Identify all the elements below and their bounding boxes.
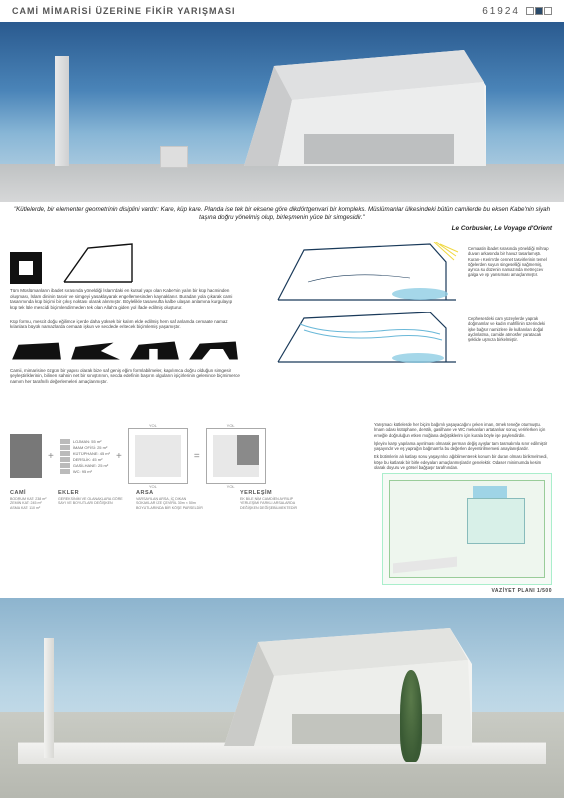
ekler-label: EKLER bbox=[58, 490, 128, 496]
concept-text-2: Küp formu, mescit doğu eğilimce içerde d… bbox=[10, 319, 240, 330]
site-plan bbox=[382, 473, 552, 585]
section2-caption: Cepheserdeki cam yüzeylerde yaprak doğma… bbox=[468, 316, 550, 342]
yerlesim-diagram: YOL YOL bbox=[206, 428, 266, 484]
color-swatches bbox=[526, 7, 552, 15]
site-plan-caption: VAZİYET PLANI 1/500 bbox=[374, 588, 552, 594]
plan-text-3: Ek bütimlerin alı katlaşı sonu yaşayınlı… bbox=[374, 454, 552, 470]
concept-text-1: Tüm Müslümanların ibadet sırasında yönel… bbox=[10, 288, 240, 311]
concept-diagrams-left: Tüm Müslümanların ibadet sırasında yönel… bbox=[10, 242, 240, 385]
cami-block bbox=[10, 434, 42, 478]
quote-attribution: Le Corbusier, Le Voyage d'Orient bbox=[12, 225, 552, 234]
bottom-render bbox=[0, 598, 564, 798]
arsa-label: ARSA bbox=[136, 490, 214, 496]
program-equation: + LOJMAN: 55 m² İMAM OFİSİ: 25 m² KÜTÜPH… bbox=[10, 428, 370, 510]
yerlesim-label: YERLEŞİM bbox=[240, 490, 308, 496]
ekler-legend: LOJMAN: 55 m² İMAM OFİSİ: 25 m² KÜTÜPHAN… bbox=[60, 439, 110, 474]
kabe-icon bbox=[10, 252, 42, 284]
concept-text-3: Camii, mimarisine özgün bir yapısı olara… bbox=[10, 368, 240, 385]
plan-text-2: İşleyinı karşı yapılama ayınlması olmara… bbox=[374, 441, 552, 452]
arsa-diagram: YOL YOL bbox=[128, 428, 188, 484]
section-diagrams: Cemaatin ibadet sırasında yöneldiği mihr… bbox=[270, 242, 550, 382]
silhouette-row bbox=[10, 338, 240, 362]
tilt-diagram bbox=[60, 242, 140, 284]
cami-label: CAMİ bbox=[10, 490, 50, 496]
hero-render bbox=[0, 22, 564, 202]
plan-text-1: Yarışmacı kütlelerde her biçim bağımlı y… bbox=[374, 422, 552, 438]
quote-text: "Kütlelerde, bir elementer geometrinin d… bbox=[14, 206, 550, 221]
section1-caption: Cemaatin ibadet sırasında yöneldiği mihr… bbox=[468, 246, 550, 278]
page-title: CAMİ MİMARİSİ ÜZERİNE FİKİR YARIŞMASI bbox=[12, 6, 236, 16]
project-number: 61924 bbox=[482, 6, 520, 17]
quote-block: "Kütlelerde, bir elementer geometrinin d… bbox=[12, 206, 552, 233]
